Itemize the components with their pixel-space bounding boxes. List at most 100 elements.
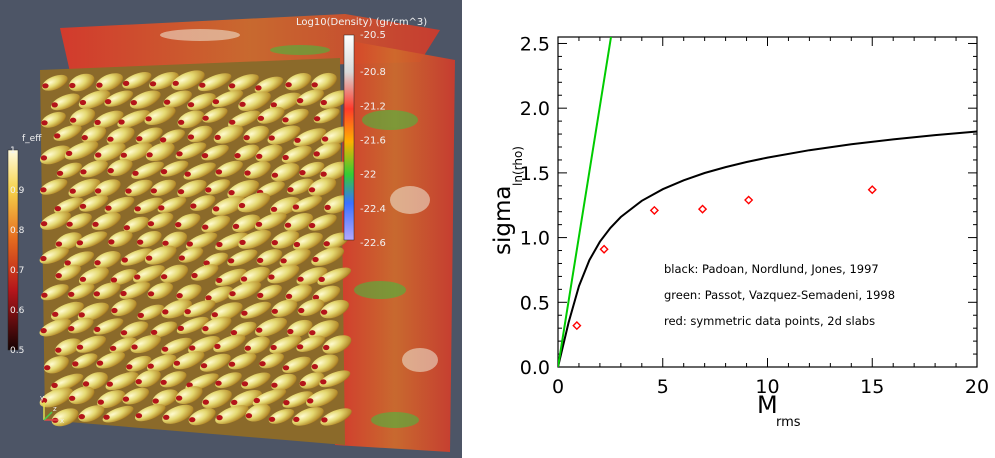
feff-blob-tip (298, 307, 305, 314)
feff-blob (68, 178, 101, 198)
chart-svg: 0 5 10 15 20 0.0 0.5 1.0 1.5 2.0 2.5 black: Padoan… (490, 33, 989, 430)
feff-blob (172, 351, 205, 370)
feff-blob-tip (228, 361, 236, 367)
feff-blob-tip (187, 134, 195, 140)
feff-blob-tip (230, 330, 238, 336)
feff-blob-tip (308, 222, 316, 229)
feff-blob-tip (111, 307, 118, 314)
feff-blob-tip (94, 188, 102, 194)
feff-blob-tip (94, 119, 101, 125)
x-tick-label: 20 (965, 376, 989, 398)
feff-blob-tip (121, 257, 128, 263)
feff-blob-tip (270, 102, 277, 108)
feff-blob (292, 407, 324, 426)
feff-blob-tip (312, 256, 319, 263)
feff-blob-tip (135, 413, 143, 419)
feff-blob (109, 337, 137, 354)
feff-blob (183, 162, 217, 180)
feff-blob (93, 282, 121, 300)
feff-blob (243, 125, 270, 144)
feff-blob-tip (255, 85, 262, 91)
axis-ticks: 0 5 10 15 20 0.0 0.5 1.0 1.5 2.0 2.5 (520, 33, 989, 398)
feff-blob-tip (40, 255, 47, 262)
feff-blob-tip (82, 381, 90, 387)
feff-blob-tip (189, 345, 196, 351)
feff-blob (76, 335, 107, 353)
feff-blob (319, 161, 350, 181)
feff-blob (268, 408, 295, 424)
feff-blob-tip (123, 225, 130, 231)
density-render: f_eff 1 0.9 0.8 0.7 0.6 0.5 Log10(Density) (g… (0, 0, 462, 458)
feff-blob-tip (199, 82, 206, 88)
feff-blob (160, 160, 189, 177)
legend-entry: green: Passot, Vazquez-Semadeni, 1998 (664, 288, 895, 302)
feff-blob-tip (68, 291, 75, 297)
feff-blob (160, 264, 189, 283)
axis-y-label: y (40, 394, 44, 402)
feff-blob-tip (94, 326, 101, 332)
feff-blob (177, 110, 205, 129)
feff-blob (134, 404, 166, 422)
feff-blob-tip (131, 344, 138, 350)
feff-blob (137, 304, 165, 321)
feff-blob-tip (178, 255, 185, 261)
feff-blob-tip (200, 363, 208, 369)
feff-blob-tip (232, 223, 240, 229)
feff-blob (68, 73, 95, 92)
feff-blob-tip (69, 188, 76, 194)
feff-blob-tip (107, 168, 114, 174)
feff-blob-tip (287, 187, 294, 193)
feff-blob (267, 125, 301, 145)
feff-blob-tip (212, 99, 220, 105)
feff-blob-tip (321, 417, 328, 423)
feff-blob-tip (145, 255, 153, 261)
feff-blob (319, 370, 351, 388)
feff-blob-tip (107, 136, 114, 142)
feff-blob-tip (216, 415, 223, 421)
feff-blob-tip (40, 221, 48, 227)
feff-blob (201, 316, 232, 335)
feff-blob (211, 196, 246, 216)
feff-blob-tip (160, 274, 168, 280)
feff-blob (254, 76, 284, 94)
density-tick-label: -22.6 (360, 238, 386, 249)
y-axis-label-subscript: ln(rho) (511, 146, 525, 186)
feff-blob (54, 197, 84, 214)
feff-blob-tip (41, 292, 48, 298)
feff-blob-tip (96, 82, 103, 88)
feff-blob (97, 390, 126, 409)
feff-blob-tip (214, 134, 221, 140)
feff-blob (176, 284, 202, 301)
feff-blob (81, 126, 107, 144)
feff-blob (63, 251, 95, 269)
feff-blob-tip (282, 365, 290, 371)
feff-blob-tip (95, 152, 102, 158)
feff-blob-tip (64, 260, 71, 266)
feff-blob (163, 90, 193, 108)
feff-blob (313, 142, 341, 160)
feff-blob (175, 386, 203, 405)
feff-blob (198, 73, 232, 92)
feff-blob (190, 264, 219, 281)
feff-blob (228, 281, 262, 300)
feff-blob (254, 212, 287, 231)
feff-blob (104, 90, 134, 107)
feff-blob-tip (160, 169, 168, 175)
feff-blob (286, 178, 314, 195)
feff-blob (271, 373, 297, 391)
feff-blob-tip (147, 291, 155, 297)
feff-blob (285, 73, 312, 91)
density-tick-label: -21.6 (360, 136, 386, 147)
feff-blob-tip (120, 152, 128, 158)
feff-blob-tip (122, 396, 130, 402)
feff-blob (322, 335, 352, 354)
feff-blob (95, 73, 124, 91)
y-tick-label: 2.5 (520, 33, 550, 55)
feff-blob (40, 145, 71, 165)
legend-entry: red: symmetric data points, 2d slabs (664, 314, 875, 328)
feff-blob-tip (187, 102, 195, 108)
feff-blob-tip (54, 206, 62, 212)
feff-blob-tip (103, 414, 110, 420)
feff-blob (271, 230, 300, 249)
feff-blob (93, 110, 124, 129)
